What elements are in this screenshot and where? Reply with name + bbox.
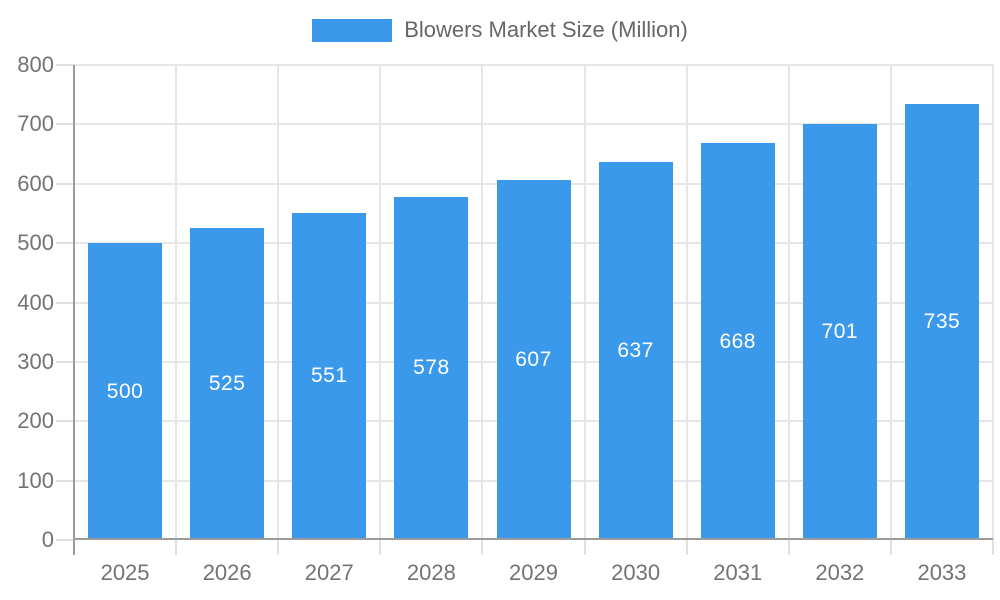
bar-value-label: 578 — [413, 356, 450, 380]
gridline-vertical — [379, 65, 382, 540]
y-axis-tick-label: 0 — [41, 527, 54, 552]
x-axis-tick — [992, 540, 994, 555]
y-axis-line — [73, 65, 75, 540]
bar-value-label: 607 — [515, 347, 552, 371]
gridline-vertical — [481, 65, 484, 540]
bar-value-label: 735 — [923, 309, 961, 333]
y-axis-tick — [56, 479, 74, 482]
x-axis-tick — [481, 540, 484, 555]
bar-2025[interactable]: 500 — [88, 243, 163, 540]
bar-value-label: 551 — [310, 364, 348, 388]
x-axis-tick-label: 2027 — [304, 560, 354, 585]
bar-value-label: 525 — [208, 372, 246, 396]
y-axis-tick-label: 400 — [17, 289, 54, 315]
y-axis-tick — [56, 360, 74, 363]
y-axis-tick — [56, 123, 74, 126]
y-axis-tick-label: 600 — [17, 170, 54, 196]
bar-value-label: 637 — [617, 338, 654, 362]
bar-2029[interactable]: 607 — [496, 179, 571, 540]
bar-value-label: 701 — [821, 319, 859, 343]
y-axis-tick-label: 800 — [17, 52, 54, 77]
gridline-horizontal — [74, 123, 993, 126]
x-axis-tick-label: 2026 — [202, 560, 252, 585]
gridline-vertical — [175, 65, 178, 540]
bar-value-label: 668 — [719, 329, 756, 353]
x-axis-tick — [787, 540, 790, 555]
bar-value-label: 500 — [106, 379, 144, 403]
x-axis-tick — [685, 540, 688, 555]
x-axis-tick — [175, 540, 178, 555]
gridline-vertical — [787, 65, 790, 540]
gridline-vertical — [685, 65, 688, 540]
x-axis-tick-label: 2030 — [611, 560, 661, 585]
bar-2027[interactable]: 551 — [292, 212, 367, 540]
y-axis-tick-label: 300 — [17, 348, 54, 374]
gridline-vertical — [277, 65, 280, 540]
plot-area: 500 525 551 578 607 637 668 701 735 — [73, 64, 994, 540]
x-axis-tick — [583, 540, 586, 555]
x-axis-tick-label: 2028 — [406, 560, 456, 585]
y-axis-tick-label: 500 — [17, 230, 54, 256]
x-axis-tick-label: 2031 — [713, 560, 763, 585]
bar-2028[interactable]: 578 — [394, 196, 469, 540]
y-axis-tick-label: 200 — [17, 408, 54, 434]
x-axis-tick-label: 2025 — [100, 560, 150, 585]
legend[interactable]: Blowers Market Size (Million) — [0, 16, 1000, 44]
gridline-vertical — [992, 65, 994, 540]
y-axis-tick — [56, 242, 74, 245]
y-axis-tick-label: 700 — [17, 111, 54, 137]
x-axis-line — [74, 538, 993, 540]
bar-2033[interactable]: 735 — [904, 103, 979, 540]
x-axis-tick — [889, 540, 892, 555]
y-axis-tick — [56, 301, 74, 304]
x-axis-tick-label: 2029 — [509, 560, 558, 585]
gridline-vertical — [889, 65, 892, 540]
bar-2032[interactable]: 701 — [802, 123, 877, 540]
y-axis-tick — [56, 420, 74, 423]
bar-2026[interactable]: 525 — [190, 228, 265, 540]
y-axis-tick — [56, 182, 74, 185]
gridline-horizontal — [74, 64, 993, 66]
x-axis-tick — [73, 540, 75, 555]
bar-2031[interactable]: 668 — [700, 143, 775, 540]
bar-2030[interactable]: 637 — [598, 161, 673, 540]
legend-swatch-icon — [312, 18, 393, 42]
legend-label: Blowers Market Size (Million) — [404, 17, 688, 42]
y-axis-tick — [56, 64, 74, 66]
x-axis-tick-label: 2032 — [815, 560, 865, 585]
x-axis-tick-label: 2033 — [917, 560, 967, 585]
gridline-vertical — [583, 65, 586, 540]
x-axis-tick — [277, 540, 280, 555]
y-axis-tick-label: 100 — [17, 467, 54, 493]
y-axis-tick — [56, 539, 74, 541]
x-axis-tick — [379, 540, 382, 555]
